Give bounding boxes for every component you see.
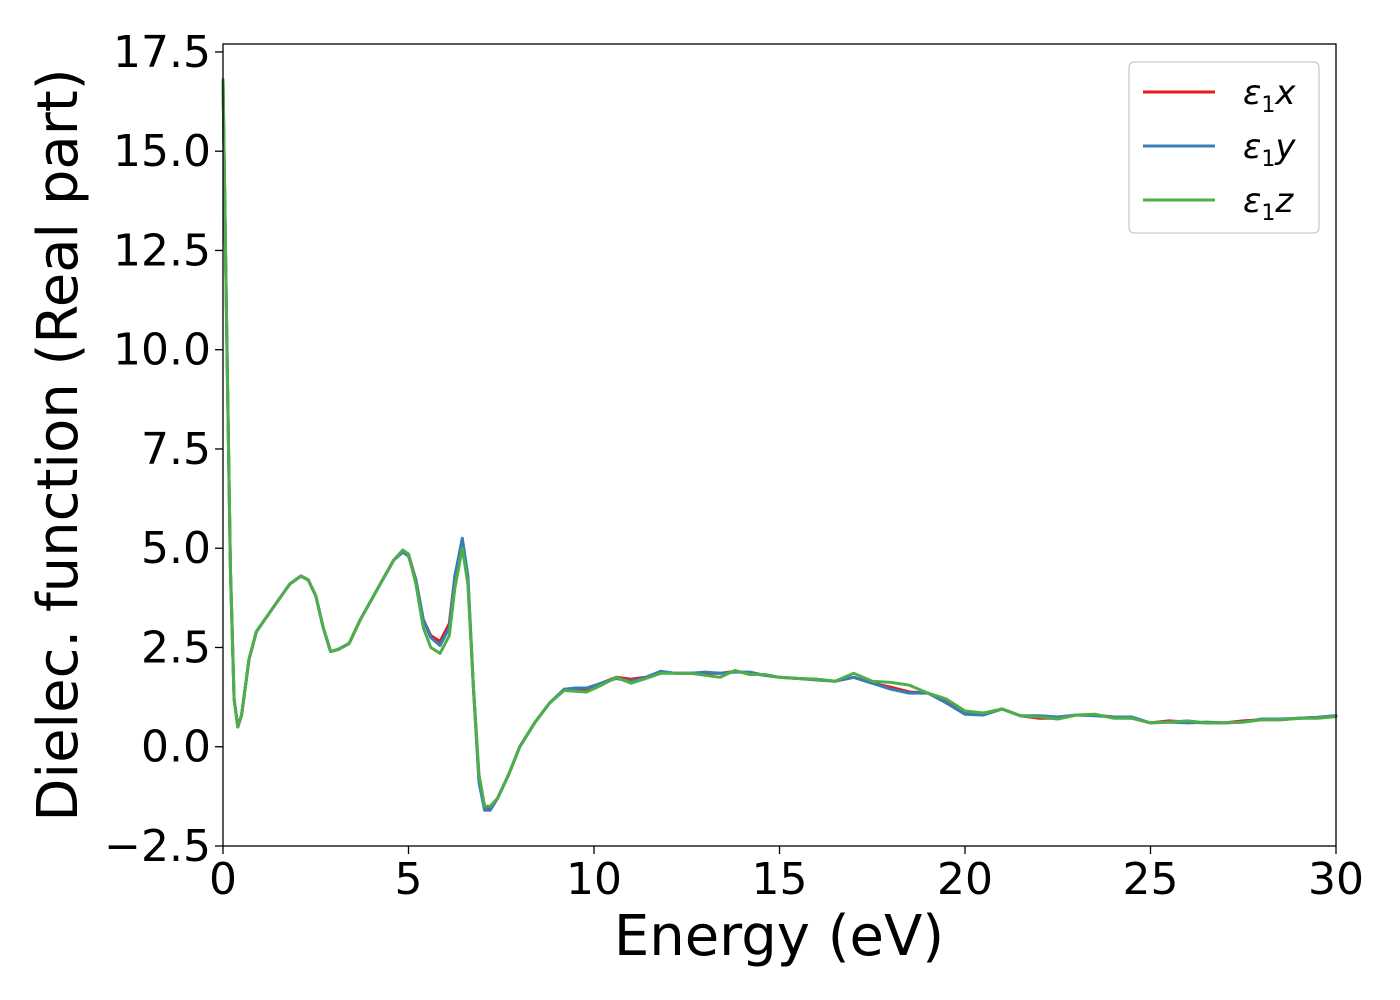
y-axis-ticks: −2.5 0.0 2.5 5.0 7.5 10.0 12.5 15.0 17.5 — [104, 27, 223, 872]
x-tick-label: 15 — [752, 854, 808, 905]
legend-box — [1128, 61, 1320, 234]
y-tick-label: 0.0 — [141, 722, 211, 773]
legend-symbol: ε — [1243, 181, 1261, 221]
x-axis-ticks: 0 5 10 15 20 25 30 — [209, 846, 1364, 905]
series-line-z — [221, 78, 1338, 808]
y-tick-label: −2.5 — [104, 821, 211, 872]
legend-label-x: ε1x — [1243, 73, 1296, 118]
y-axis-label: Dielec. function (Real part) — [26, 68, 91, 821]
y-tick-label: 5.0 — [141, 523, 211, 574]
x-tick-label: 25 — [1123, 854, 1179, 905]
x-tick-label: 5 — [395, 854, 423, 905]
x-tick-label: 30 — [1308, 854, 1364, 905]
x-tick-label: 10 — [566, 854, 622, 905]
legend-symbol: ε — [1243, 127, 1261, 167]
legend-label-z: ε1z — [1243, 181, 1294, 226]
legend-variable: z — [1274, 181, 1294, 221]
y-tick-label: 15.0 — [113, 126, 211, 177]
series-layer — [221, 78, 1338, 812]
legend-subscript: 1 — [1261, 147, 1275, 172]
legend-variable: y — [1274, 127, 1296, 167]
x-tick-label: 20 — [937, 854, 993, 905]
legend-label-y: ε1y — [1243, 127, 1296, 172]
y-tick-label: 2.5 — [141, 622, 211, 673]
legend-variable: x — [1274, 73, 1296, 113]
y-tick-label: 17.5 — [113, 27, 211, 78]
legend-subscript: 1 — [1261, 93, 1275, 118]
x-tick-label: 0 — [209, 854, 237, 905]
legend-subscript: 1 — [1261, 201, 1275, 226]
y-tick-label: 10.0 — [113, 325, 211, 376]
x-axis-label: Energy (eV) — [614, 904, 944, 969]
legend-symbol: ε — [1243, 73, 1261, 113]
y-tick-label: 12.5 — [113, 225, 211, 276]
y-tick-label: 7.5 — [141, 424, 211, 475]
